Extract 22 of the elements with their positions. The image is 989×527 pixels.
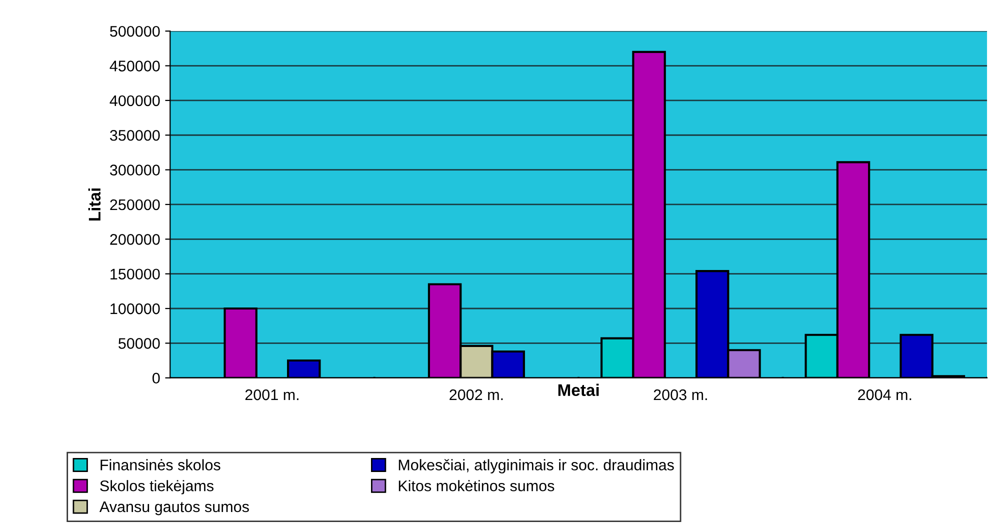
y-tick-label: 0: [152, 372, 160, 384]
y-tick-label: 100000: [110, 303, 160, 314]
y-tick-label: 300000: [110, 164, 160, 176]
y-tick-label: 400000: [110, 95, 160, 106]
y-tick-label: 350000: [110, 130, 160, 141]
y-axis-title: Litai: [88, 188, 101, 220]
legend-label: Mokesčiai, atlyginimais ir soc. draudimas: [398, 459, 674, 474]
x-tick-label: 2001 m.: [245, 389, 298, 400]
x-axis-title: Metai: [558, 384, 599, 396]
legend-label: Finansinės skolos: [100, 459, 220, 470]
legend-label: Kitos mokėtinos sumos: [398, 480, 554, 492]
x-tick-label: 2002 m.: [450, 389, 503, 400]
y-tick-label: 450000: [110, 60, 160, 72]
legend-label: Skolos tiekėjams: [100, 480, 214, 494]
x-tick-label: 2004 m.: [858, 389, 912, 400]
y-tick-label: 500000: [110, 26, 160, 37]
legend-label: Avansu gautos sumos: [99, 502, 249, 516]
y-tick-label: 200000: [110, 234, 160, 245]
y-tick-label: 50000: [118, 338, 160, 349]
y-tick-label: 250000: [110, 199, 160, 210]
x-tick-label: 2003 m.: [654, 389, 707, 400]
y-tick-label: 150000: [110, 268, 160, 280]
